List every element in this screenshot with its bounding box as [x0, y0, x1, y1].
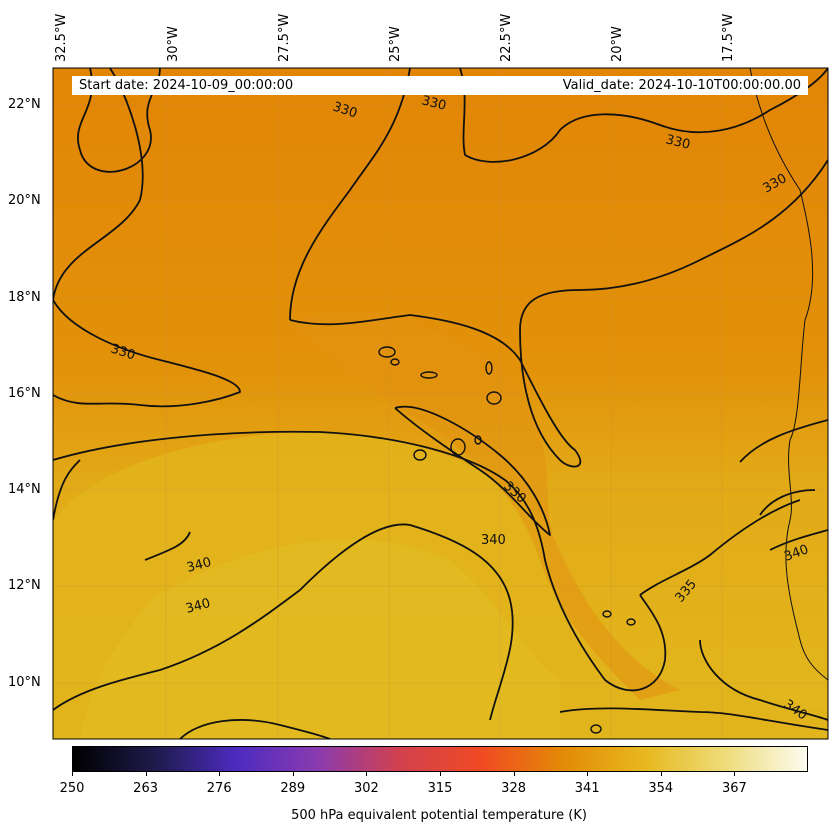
longitude-label: 25°W	[388, 26, 403, 62]
contour-label: 340	[185, 555, 213, 576]
latitude-label: 14°N	[8, 482, 41, 497]
contour-label: 330	[420, 93, 448, 114]
longitude-label: 17.5°W	[721, 13, 736, 62]
contour-label: 340	[481, 533, 506, 548]
longitude-label: 20°W	[610, 26, 625, 62]
colorbar-tick-label: 367	[721, 781, 747, 796]
colorbar-tick-mark	[734, 772, 736, 776]
longitude-label: 22.5°W	[499, 13, 514, 62]
colorbar-tick-label: 289	[280, 781, 306, 796]
date-info-bar: Start date: 2024-10-09_00:00:00 Valid_da…	[72, 76, 808, 95]
colorbar-tick-mark	[587, 772, 589, 776]
contour-label: 330	[331, 100, 359, 122]
colorbar-tick-label: 341	[574, 781, 600, 796]
colorbar-tick-label: 328	[501, 781, 527, 796]
colorbar-tick-label: 263	[133, 781, 159, 796]
latitude-label: 16°N	[8, 386, 41, 401]
colorbar-tick-label: 276	[206, 781, 232, 796]
latitude-label: 22°N	[8, 97, 41, 112]
start-date-text: Start date: 2024-10-09_00:00:00	[79, 78, 294, 93]
colorbar-tick-mark	[660, 772, 662, 776]
latitude-label: 18°N	[8, 290, 41, 305]
latitude-label: 12°N	[8, 578, 41, 593]
colorbar-tick-mark	[72, 772, 73, 776]
colorbar-tick-mark	[366, 772, 368, 776]
cool-tongue	[290, 313, 680, 700]
contour-label: 340	[184, 596, 212, 617]
latitude-label: 10°N	[8, 675, 41, 690]
contour-label: 330	[109, 342, 137, 364]
colorbar-tick-label: 302	[353, 781, 379, 796]
longitude-label: 27.5°W	[277, 13, 292, 62]
colorbar-tick-label: 354	[648, 781, 674, 796]
colorbar-tick-mark	[145, 772, 147, 776]
latitude-label: 20°N	[8, 193, 41, 208]
longitude-label: 30°W	[166, 26, 181, 62]
colorbar	[72, 746, 808, 772]
colorbar-tick-mark	[219, 772, 221, 776]
longitude-label: 32.5°W	[54, 13, 69, 62]
colorbar-tick-label: 250	[59, 781, 85, 796]
colorbar-tick-label: 315	[427, 781, 453, 796]
colorbar-tick-mark	[292, 772, 294, 776]
colorbar-label: 500 hPa equivalent potential temperature…	[291, 808, 587, 823]
colorbar-tick-mark	[513, 772, 515, 776]
warm-core	[80, 539, 560, 739]
contour-label: 330	[664, 132, 692, 153]
african-coastline	[749, 68, 828, 681]
colorbar-tick-mark	[440, 772, 441, 776]
valid-date-text: Valid_date: 2024-10-10T00:00:00.00	[562, 78, 801, 93]
